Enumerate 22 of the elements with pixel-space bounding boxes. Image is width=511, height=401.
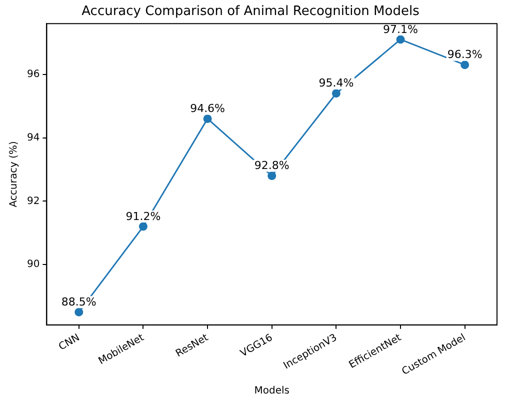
- x-tick-label: CNN: [57, 332, 82, 353]
- data-label: 94.6%: [190, 102, 226, 116]
- data-label: 88.5%: [61, 296, 96, 309]
- data-label: 92.8%: [254, 159, 290, 172]
- point: [203, 114, 212, 123]
- chart-title: Accuracy Comparison of Animal Recognition Models: [82, 4, 420, 20]
- point: [332, 89, 340, 98]
- y-tick-label: 96: [26, 68, 40, 80]
- point: [74, 308, 84, 316]
- data-label: 91.2%: [126, 210, 161, 223]
- y-tick-label: 90: [26, 259, 40, 270]
- data-label: 97.1%: [383, 22, 418, 36]
- y-axis-title: Accuracy (%): [8, 141, 20, 208]
- data-label: 96.3%: [447, 48, 482, 62]
- point: [460, 60, 470, 70]
- y-tick-label: 92: [26, 196, 40, 207]
- point: [268, 172, 276, 180]
- point: [396, 35, 405, 44]
- point: [138, 222, 148, 231]
- x-axis-title: Models: [254, 386, 290, 397]
- data-label: 95.4%: [318, 76, 354, 90]
- y-tick-label: 94: [26, 132, 40, 144]
